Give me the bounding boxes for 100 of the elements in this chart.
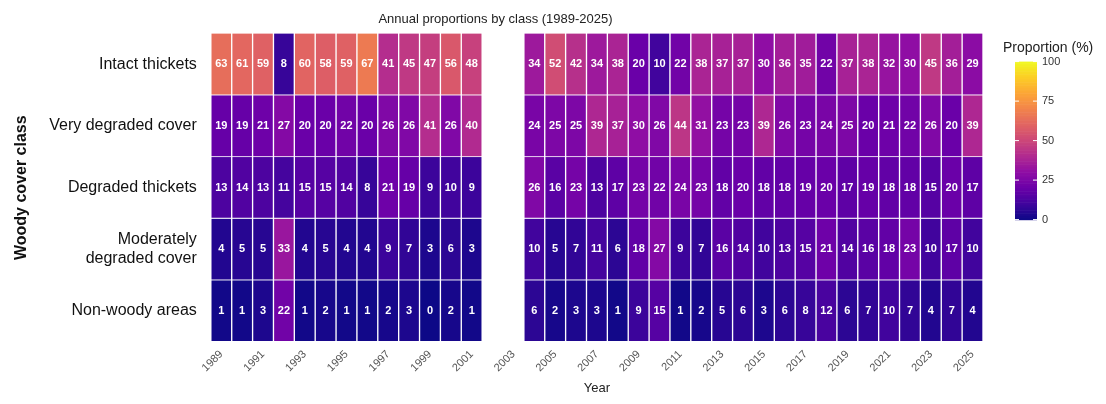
data-label: 20 (298, 119, 311, 132)
data-label: 18 (632, 242, 645, 255)
data-label: 5 (552, 242, 559, 255)
data-label: 17 (841, 180, 854, 193)
data-label: 20 (319, 119, 332, 132)
data-label: 3 (426, 242, 434, 255)
data-label: 19 (799, 180, 812, 193)
data-label: 39 (966, 119, 979, 132)
data-label: 1 (301, 303, 308, 316)
color-bar-label: 100 (1042, 54, 1061, 67)
data-label: 14 (340, 180, 354, 193)
data-label: 7 (406, 242, 413, 255)
data-label: 14 (236, 180, 250, 193)
data-label: 1 (364, 303, 371, 316)
data-label: 30 (632, 119, 645, 132)
data-label: 52 (549, 57, 562, 70)
data-label: 11 (278, 180, 290, 193)
data-label: 4 (343, 242, 351, 255)
data-label: 47 (423, 57, 437, 70)
data-label: 42 (569, 57, 583, 70)
data-label: 16 (549, 180, 562, 193)
data-label: 8 (364, 180, 371, 193)
data-label: 19 (402, 180, 416, 193)
data-label: 37 (736, 57, 750, 70)
data-label: 15 (319, 180, 332, 193)
data-label: 15 (298, 180, 311, 193)
data-label: 27 (653, 242, 666, 255)
data-label: 7 (865, 303, 872, 316)
data-label: 58 (319, 57, 332, 70)
data-label: 2 (447, 303, 454, 316)
data-label: 22 (340, 119, 353, 132)
data-label: 22 (903, 119, 917, 132)
data-label: 6 (781, 303, 788, 316)
data-label: 26 (444, 119, 457, 132)
data-label: 23 (695, 180, 708, 193)
y-tick-label: Moderately degraded cover (85, 230, 198, 267)
data-label: 26 (528, 180, 541, 193)
data-label: 26 (653, 119, 666, 132)
data-label: 37 (841, 57, 854, 70)
data-label: 17 (966, 180, 979, 193)
data-label: 27 (277, 119, 291, 132)
data-label: 18 (903, 180, 917, 193)
data-label: 22 (653, 180, 666, 193)
data-label: 10 (882, 303, 896, 316)
data-label: 5 (239, 242, 246, 255)
data-label: 44 (674, 119, 688, 132)
data-label: 20 (736, 180, 750, 193)
color-bar-label: 0 (1042, 212, 1049, 225)
color-bar-label: 50 (1042, 133, 1055, 146)
data-label: 40 (465, 119, 478, 132)
data-label: 3 (572, 303, 580, 316)
data-label: 22 (277, 303, 291, 316)
data-label: 33 (277, 242, 291, 255)
data-label: 2 (698, 303, 705, 316)
data-label: 7 (572, 242, 580, 255)
data-label: 22 (674, 57, 687, 70)
data-label: 32 (882, 57, 896, 70)
data-label: 23 (799, 119, 812, 132)
data-label: 23 (716, 119, 729, 132)
data-label: 7 (698, 242, 705, 255)
y-tick-label: Non-woody areas (71, 301, 197, 319)
data-label: 45 (924, 57, 937, 70)
data-label: 24 (528, 119, 542, 132)
data-label: 30 (757, 57, 770, 70)
data-label: 20 (820, 180, 833, 193)
data-label: 23 (903, 242, 917, 255)
data-label: 30 (903, 57, 917, 70)
data-label: 41 (382, 57, 395, 70)
data-label: 10 (653, 57, 666, 70)
data-label: 36 (778, 57, 791, 70)
y-tick-label: Very degraded cover (49, 116, 198, 134)
color-bar-label: 25 (1042, 173, 1055, 186)
data-label: 18 (757, 180, 770, 193)
data-label: 19 (862, 180, 875, 193)
x-axis-title: Year (583, 379, 611, 395)
data-label: 3 (760, 303, 767, 316)
data-label: 31 (695, 119, 708, 132)
data-label: 5 (259, 242, 267, 255)
data-label: 2 (385, 303, 392, 316)
data-label: 23 (736, 119, 750, 132)
data-label: 3 (468, 242, 475, 255)
data-label: 15 (653, 303, 666, 316)
data-label: 21 (882, 119, 896, 132)
data-label: 36 (945, 57, 958, 70)
data-label: 60 (298, 57, 311, 70)
data-label: 26 (402, 119, 416, 132)
data-label: 10 (444, 180, 457, 193)
data-label: 45 (402, 57, 416, 70)
data-label: 23 (632, 180, 645, 193)
data-label: 37 (716, 57, 729, 70)
data-label: 39 (757, 119, 770, 132)
data-label: 0 (426, 303, 434, 316)
data-label: 4 (218, 242, 226, 255)
data-label: 23 (569, 180, 583, 193)
data-label: 4 (301, 242, 309, 255)
data-label: 9 (635, 303, 642, 316)
data-label: 8 (802, 303, 809, 316)
data-label: 25 (569, 119, 583, 132)
data-label: 3 (406, 303, 413, 316)
data-label: 6 (531, 303, 538, 316)
